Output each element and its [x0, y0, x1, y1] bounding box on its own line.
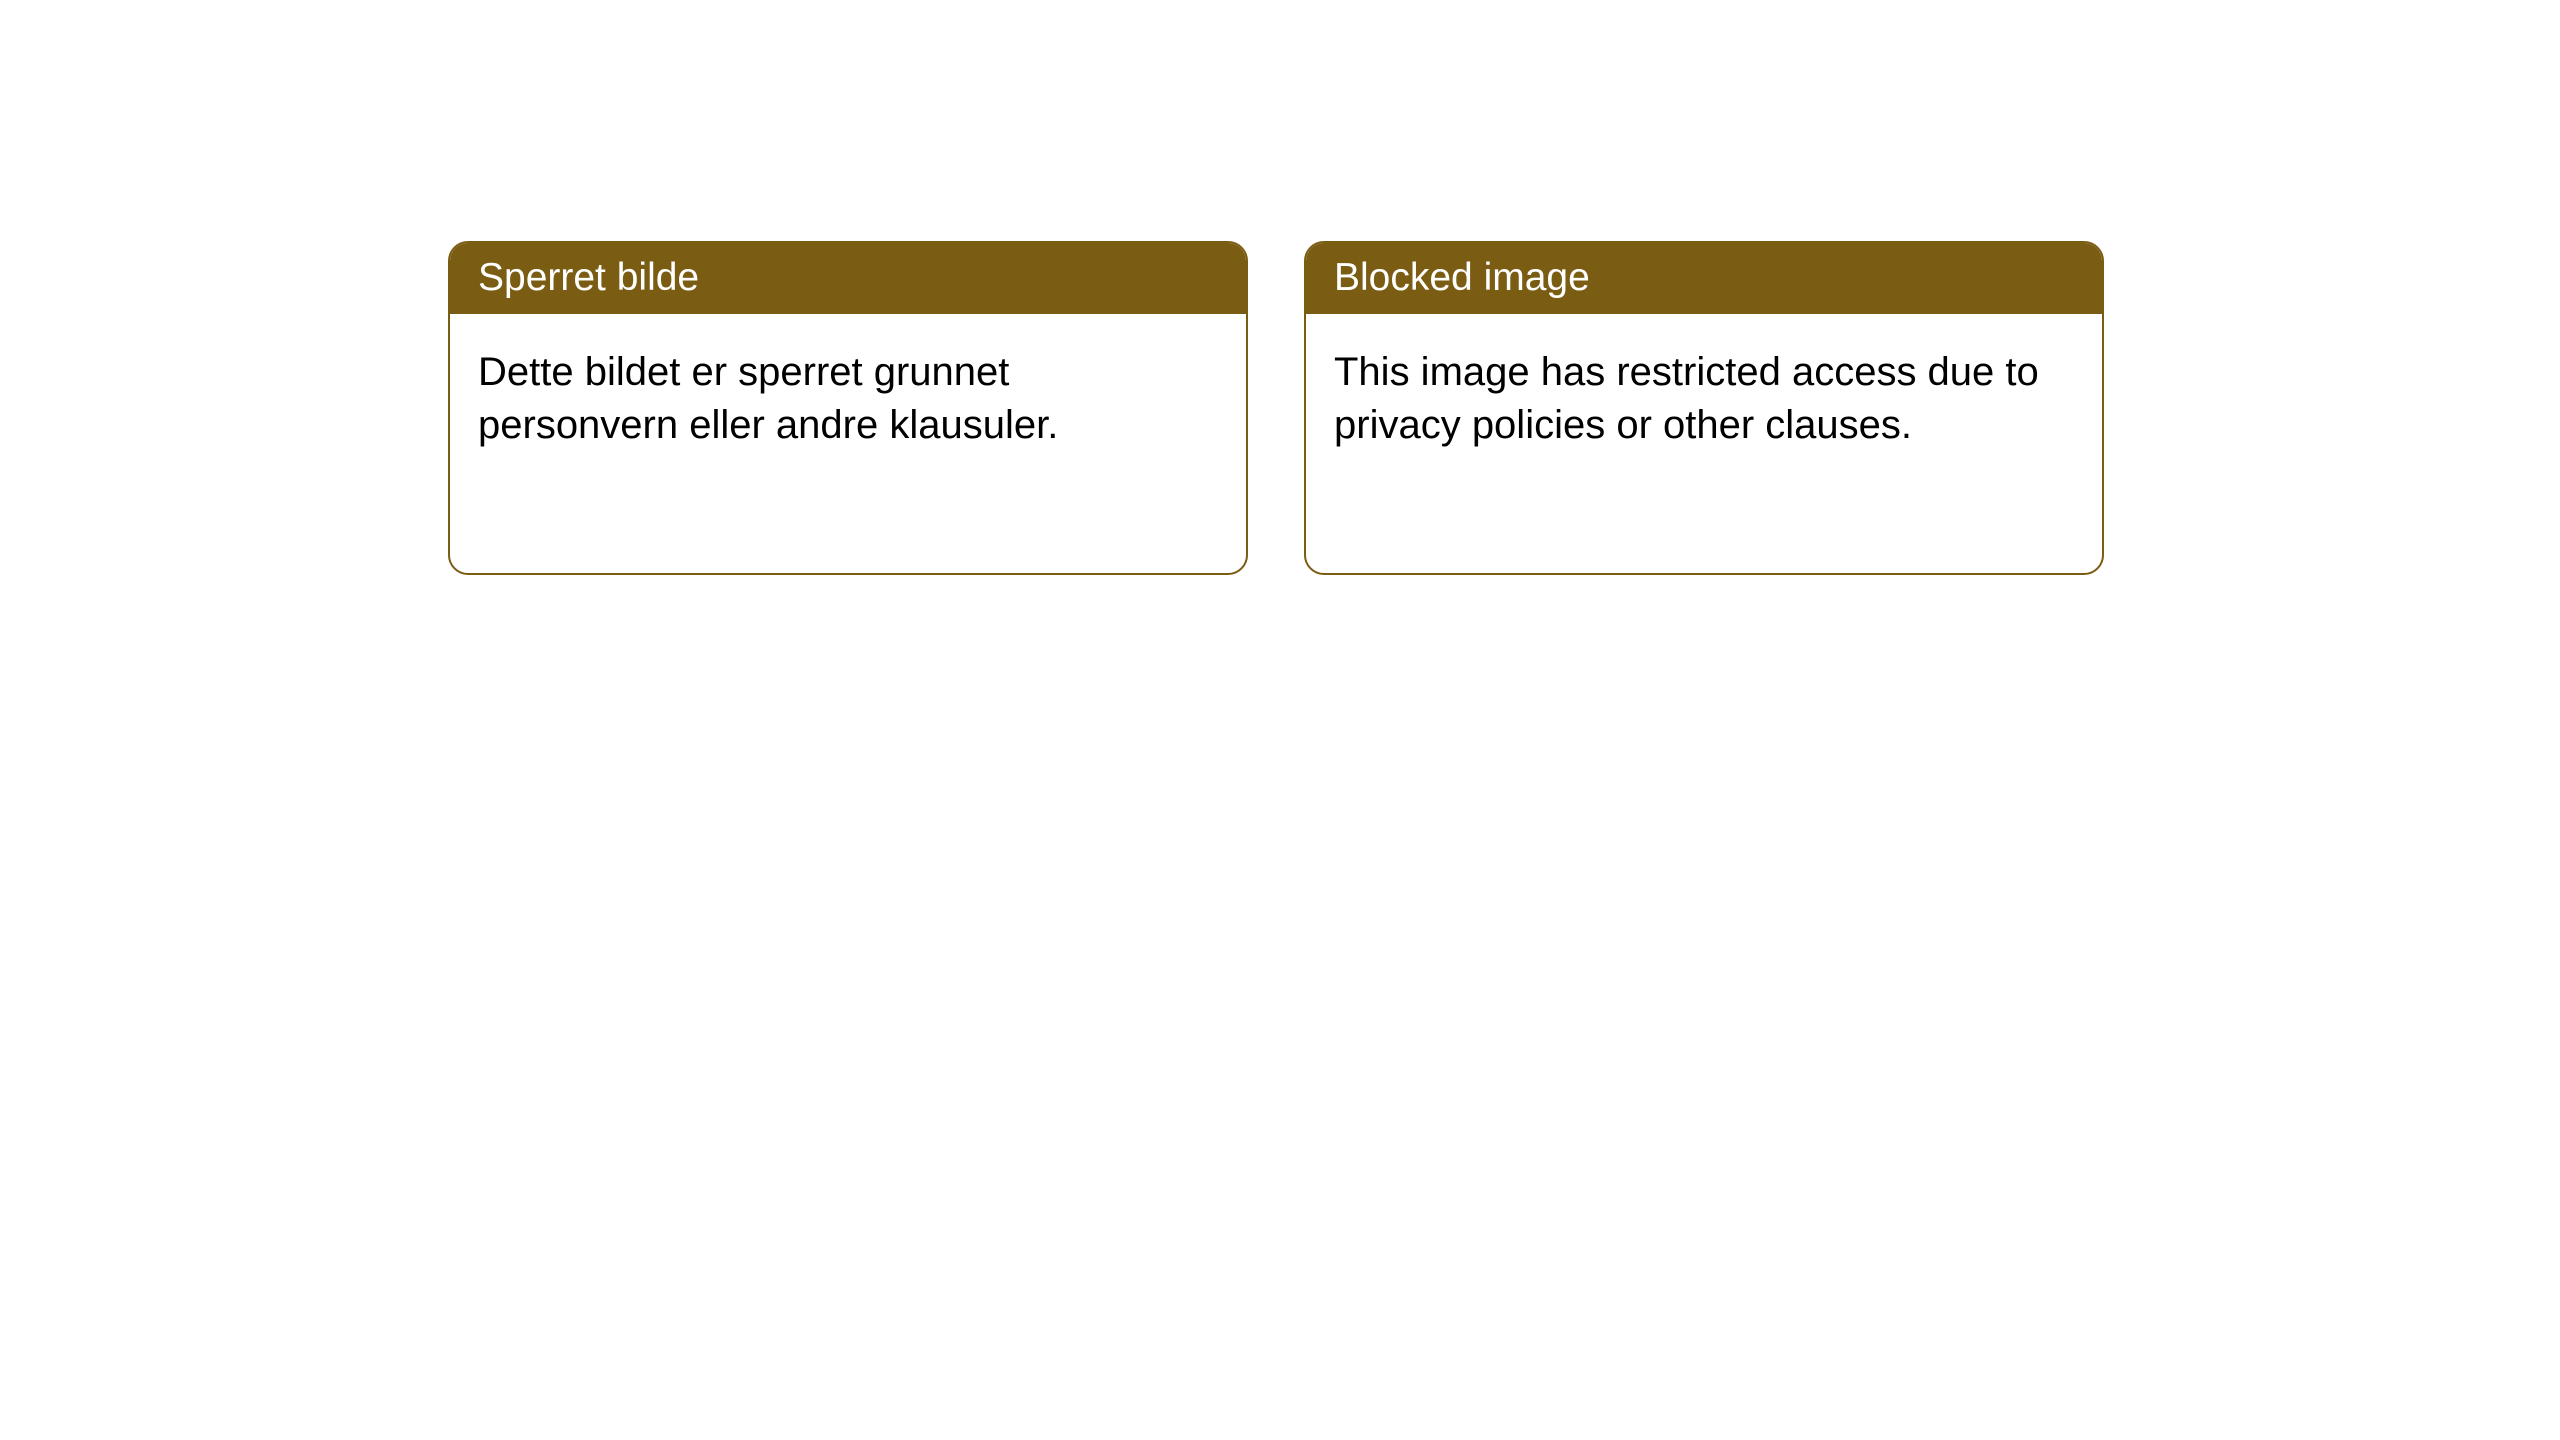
panel-header-text: Sperret bilde	[478, 256, 699, 299]
panel-header-text: Blocked image	[1334, 256, 1590, 299]
panel-header-norwegian: Sperret bilde	[450, 243, 1246, 314]
panel-english: Blocked image This image has restricted …	[1304, 241, 2104, 575]
panel-header-english: Blocked image	[1306, 243, 2102, 314]
panel-norwegian: Sperret bilde Dette bildet er sperret gr…	[448, 241, 1248, 575]
panel-body-norwegian: Dette bildet er sperret grunnet personve…	[450, 314, 1246, 484]
panels-container: Sperret bilde Dette bildet er sperret gr…	[448, 241, 2104, 575]
panel-body-english: This image has restricted access due to …	[1306, 314, 2102, 484]
panel-body-text: Dette bildet er sperret grunnet personve…	[478, 346, 1218, 452]
panel-body-text: This image has restricted access due to …	[1334, 346, 2074, 452]
